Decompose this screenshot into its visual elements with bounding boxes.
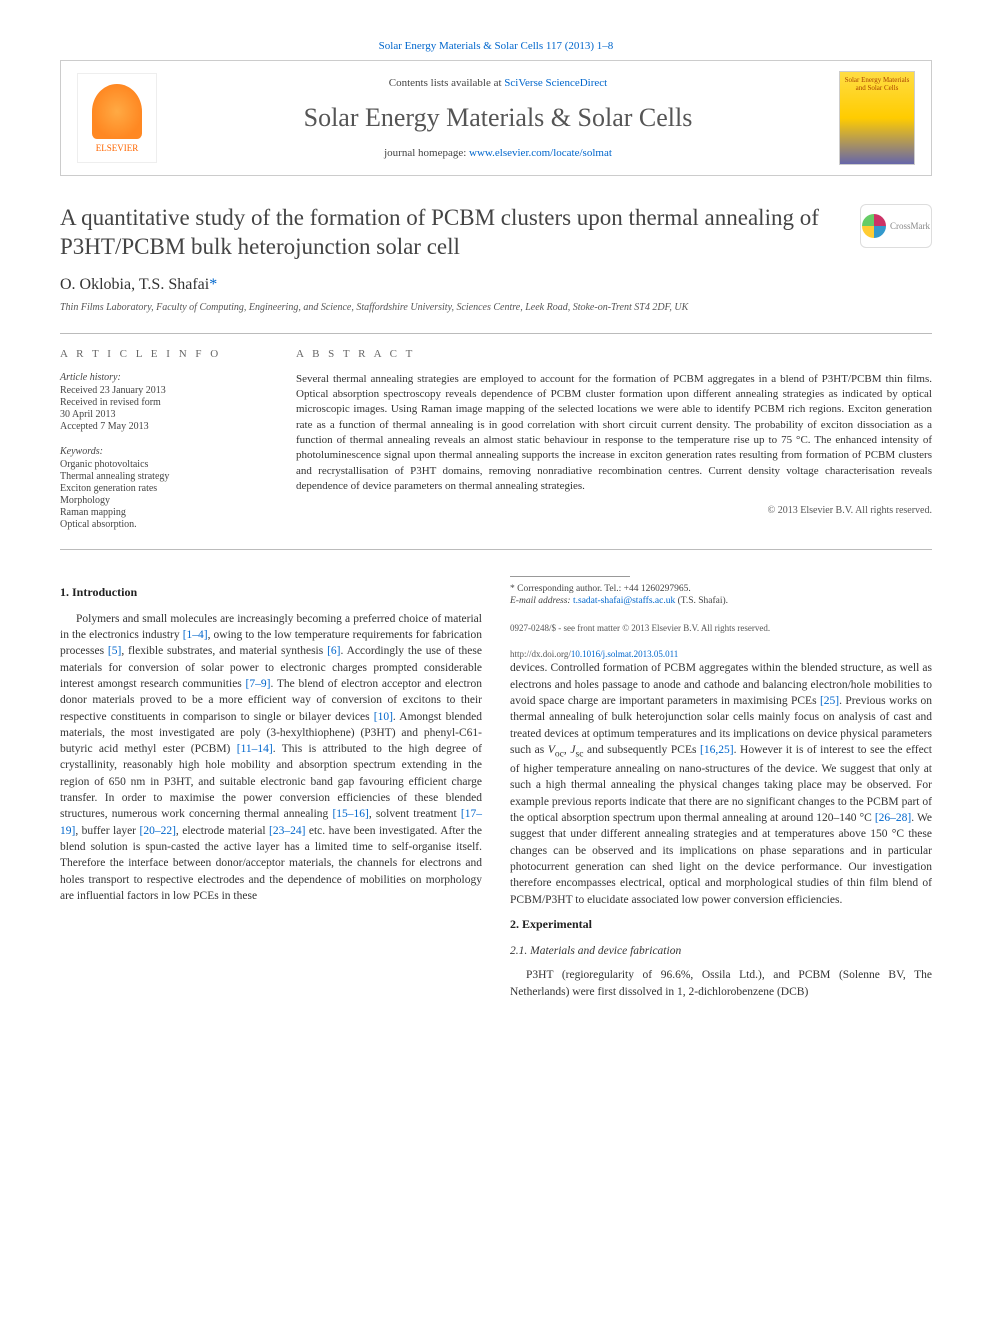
front-matter-line: 0927-0248/$ - see front matter © 2013 El… [510, 622, 932, 634]
history-received: Received 23 January 2013 [60, 385, 260, 396]
intro-paragraph-1: Polymers and small molecules are increas… [60, 611, 482, 905]
section-2-1-heading: 2.1. Materials and device fabrication [510, 943, 932, 959]
crossmark-icon [862, 214, 886, 238]
affiliation: Thin Films Laboratory, Faculty of Comput… [60, 302, 932, 313]
ref-15-16[interactable]: [15–16] [332, 808, 368, 820]
sciencedirect-link[interactable]: SciVerse ScienceDirect [504, 77, 607, 89]
elsevier-logo: ELSEVIER [77, 73, 157, 163]
elsevier-tree-icon [92, 84, 142, 139]
abstract-copyright: © 2013 Elsevier B.V. All rights reserved… [296, 505, 932, 516]
history-accepted: Accepted 7 May 2013 [60, 421, 260, 432]
journal-header: ELSEVIER Contents lists available at Sci… [60, 60, 932, 176]
article-body: 1. Introduction Polymers and small molec… [60, 576, 932, 1000]
author-2: T.S. Shafai [139, 276, 209, 293]
running-head: Solar Energy Materials & Solar Cells 117… [60, 40, 932, 52]
section-1-heading: 1. Introduction [60, 584, 482, 601]
elsevier-label: ELSEVIER [96, 143, 139, 153]
history-revised-date: 30 April 2013 [60, 409, 260, 420]
ref-6[interactable]: [6] [327, 645, 340, 657]
keyword-6: Optical absorption. [60, 519, 260, 530]
ref-23-24[interactable]: [23–24] [269, 825, 305, 837]
contents-line: Contents lists available at SciVerse Sci… [157, 77, 839, 89]
section-2-heading: 2. Experimental [510, 916, 932, 933]
keyword-1: Organic photovoltaics [60, 459, 260, 470]
keyword-5: Raman mapping [60, 507, 260, 518]
crossmark-badge[interactable]: CrossMark [860, 204, 932, 248]
ref-1-4[interactable]: [1–4] [183, 629, 208, 641]
ref-7-9[interactable]: [7–9] [246, 678, 271, 690]
journal-name: Solar Energy Materials & Solar Cells [157, 103, 839, 133]
footnote-rule [510, 576, 630, 577]
ref-20-22[interactable]: [20–22] [139, 825, 175, 837]
homepage-link[interactable]: www.elsevier.com/locate/solmat [469, 147, 612, 159]
abstract-text: Several thermal annealing strategies are… [296, 372, 932, 495]
keyword-3: Exciton generation rates [60, 483, 260, 494]
journal-cover-thumbnail: Solar Energy Materials and Solar Cells [839, 71, 915, 165]
ref-25[interactable]: [25] [820, 695, 839, 707]
running-head-link[interactable]: Solar Energy Materials & Solar Cells 117… [379, 40, 614, 52]
ref-26-28[interactable]: [26–28] [875, 812, 911, 824]
keywords-label: Keywords: [60, 446, 260, 457]
corresponding-footnote: * Corresponding author. Tel.: +44 126029… [510, 583, 932, 596]
email-link[interactable]: t.sadat-shafai@staffs.ac.uk [573, 596, 675, 606]
keyword-4: Morphology [60, 495, 260, 506]
doi-link[interactable]: 10.1016/j.solmat.2013.05.011 [571, 649, 678, 659]
article-info-heading: A R T I C L E I N F O [60, 348, 260, 360]
email-footnote: E-mail address: t.sadat-shafai@staffs.ac… [510, 595, 932, 608]
history-label: Article history: [60, 372, 260, 383]
doi-line: http://dx.doi.org/10.1016/j.solmat.2013.… [510, 648, 932, 660]
ref-11-14[interactable]: [11–14] [237, 743, 273, 755]
abstract-heading: A B S T R A C T [296, 348, 932, 360]
ref-16-25[interactable]: [16,25] [700, 744, 734, 756]
article-title: A quantitative study of the formation of… [60, 204, 844, 262]
experimental-paragraph-1: P3HT (regioregularity of 96.6%, Ossila L… [510, 967, 932, 1000]
author-1: O. Oklobia [60, 276, 131, 293]
intro-paragraph-2: devices. Controlled formation of PCBM ag… [510, 660, 932, 907]
corresponding-marker[interactable]: * [209, 276, 217, 293]
homepage-line: journal homepage: www.elsevier.com/locat… [157, 147, 839, 159]
ref-10[interactable]: [10] [374, 711, 393, 723]
author-list: O. Oklobia, T.S. Shafai* [60, 276, 932, 294]
keyword-2: Thermal annealing strategy [60, 471, 260, 482]
ref-5[interactable]: [5] [108, 645, 121, 657]
history-revised-label: Received in revised form [60, 397, 260, 408]
